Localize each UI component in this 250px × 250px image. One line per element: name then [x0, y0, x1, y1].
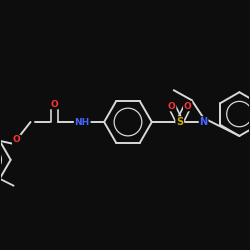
Text: N: N	[200, 117, 207, 127]
Text: O: O	[184, 102, 192, 110]
Text: NH: NH	[74, 118, 90, 126]
Text: O: O	[13, 136, 20, 144]
Text: S: S	[176, 117, 183, 127]
Text: O: O	[168, 102, 175, 110]
Text: O: O	[50, 100, 58, 108]
